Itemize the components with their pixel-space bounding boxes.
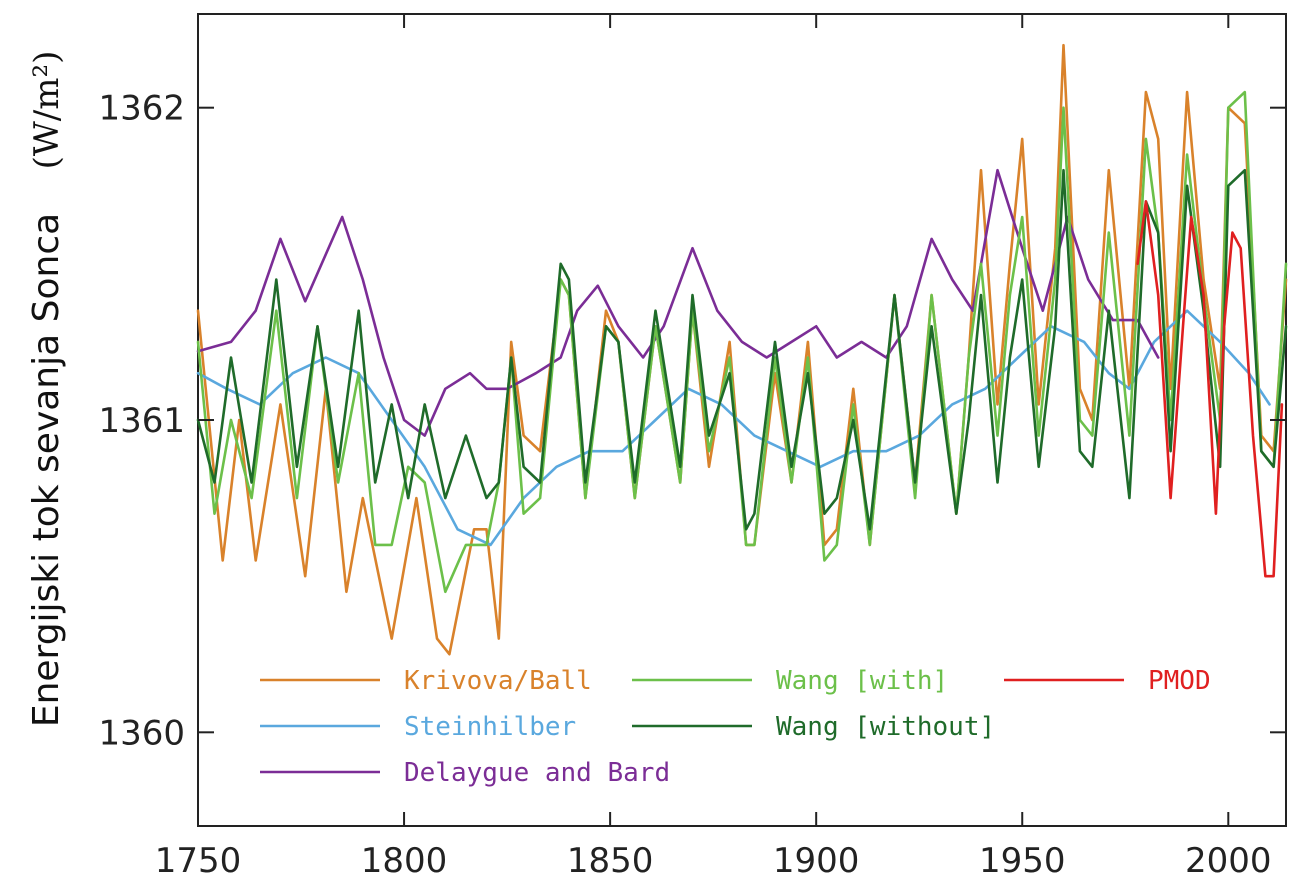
ticks-layer: 1750 1800 1850 1900 1950 2000 1360 1361 1362	[98, 14, 1286, 881]
series-line-wang-with	[196, 90, 1288, 594]
legend-label-wang-with: Wang [with]	[776, 666, 948, 696]
x-tick-label: 1950	[979, 841, 1066, 881]
series-line-wang-without	[196, 168, 1288, 531]
series-line-pmod	[1136, 200, 1284, 578]
series-line-delaygue-and-bard	[196, 168, 1160, 437]
x-tick-label: 1800	[361, 841, 448, 881]
y-axis-label: Energijski tok sevanja Sonca	[26, 213, 67, 727]
legend-label-steinhilber: Steinhilber	[404, 712, 576, 742]
x-tick-label: 1850	[567, 841, 654, 881]
y-tick-label: 1361	[98, 401, 185, 441]
legend-label-wang-without: Wang [without]	[776, 712, 995, 742]
legend-label-pmod: PMOD	[1148, 666, 1211, 696]
legend: Krivova/Ball Steinhilber Delaygue and Bard…	[260, 666, 1211, 788]
plot-frame	[197, 13, 1287, 827]
legend-label-krivova-ball: Krivova/Ball	[404, 666, 592, 696]
x-tick-label: 1900	[773, 841, 860, 881]
x-tick-label: 2000	[1185, 841, 1272, 881]
y-tick-label: 1360	[98, 713, 185, 753]
y-axis-unit: (W/m²)	[27, 51, 67, 170]
series-layer	[196, 43, 1288, 656]
y-tick-label: 1362	[98, 89, 185, 129]
legend-label-delaygue-and-bard: Delaygue and Bard	[404, 758, 670, 788]
x-tick-label: 1750	[155, 841, 242, 881]
